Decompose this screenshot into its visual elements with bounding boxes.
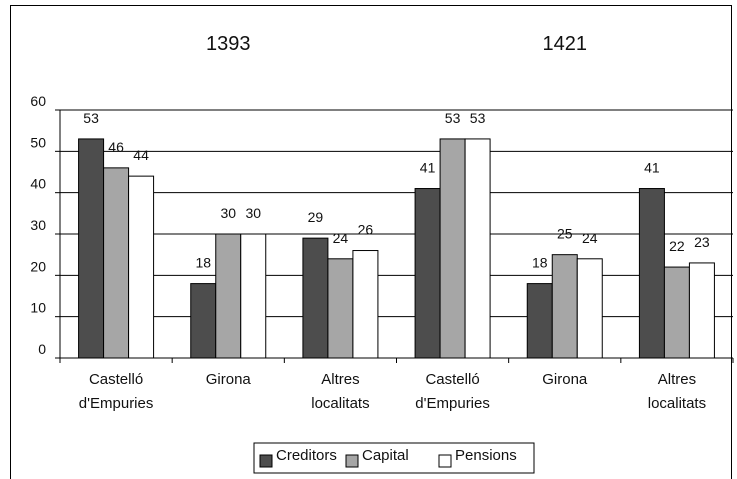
y-tick-label-20: 20 <box>30 258 46 274</box>
data-label-pensions-1: 30 <box>245 205 261 221</box>
bar-pensions-3 <box>464 138 491 359</box>
category-label-3-line-1: d'Empuries <box>415 395 490 412</box>
group-label-1421: 1421 <box>543 33 588 55</box>
category-label-3-line-0: Castelló <box>425 371 479 388</box>
bar-pensions-2 <box>352 250 379 359</box>
legend-label-creditors: Creditors <box>276 447 337 464</box>
bar-capital-0 <box>103 167 130 359</box>
category-label-5-line-0: Altres <box>658 371 696 388</box>
bar-creditors-2 <box>302 237 329 359</box>
data-label-creditors-1: 18 <box>195 255 211 271</box>
legend-swatch-capital <box>345 454 359 468</box>
bar-capital-2 <box>327 258 354 359</box>
legend-box <box>253 442 535 474</box>
legend-label-pensions: Pensions <box>455 447 517 464</box>
data-label-pensions-0: 44 <box>133 147 149 163</box>
bar-capital-1 <box>215 233 242 359</box>
bar-capital-3 <box>439 138 466 359</box>
category-label-2-line-1: localitats <box>311 395 369 412</box>
bar-pensions-0 <box>128 175 155 359</box>
data-label-capital-2: 24 <box>333 230 349 246</box>
data-label-creditors-3: 41 <box>420 160 436 176</box>
bar-capital-5 <box>663 266 690 359</box>
category-label-2-line-0: Altres <box>321 371 359 388</box>
legend-label-capital: Capital <box>362 447 409 464</box>
data-label-capital-4: 25 <box>557 226 573 242</box>
y-tick-label-50: 50 <box>30 134 46 150</box>
y-tick-label-30: 30 <box>30 217 46 233</box>
bar-pensions-5 <box>688 262 715 359</box>
group-label-1393: 1393 <box>206 33 251 55</box>
data-label-capital-1: 30 <box>220 205 236 221</box>
data-label-capital-0: 46 <box>108 139 124 155</box>
bar-creditors-0 <box>78 138 105 359</box>
y-tick-label-60: 60 <box>30 93 46 109</box>
bar-capital-4 <box>551 254 578 359</box>
category-label-1-line-0: Girona <box>206 371 252 388</box>
data-label-creditors-4: 18 <box>532 255 548 271</box>
category-label-5-line-1: localitats <box>648 395 706 412</box>
data-label-pensions-5: 23 <box>694 234 710 250</box>
y-tick-label-10: 10 <box>30 300 46 316</box>
data-label-creditors-2: 29 <box>308 209 324 225</box>
bar-pensions-4 <box>576 258 603 359</box>
chart-frame <box>10 5 732 479</box>
y-tick-label-0: 0 <box>38 341 46 357</box>
legend-swatch-creditors <box>259 454 273 468</box>
bar-creditors-3 <box>414 188 441 359</box>
data-label-pensions-3: 53 <box>470 110 486 126</box>
legend-swatch-pensions <box>438 454 452 468</box>
data-label-capital-5: 22 <box>669 238 685 254</box>
category-label-4-line-0: Girona <box>542 371 588 388</box>
data-label-creditors-0: 53 <box>83 110 99 126</box>
bar-pensions-1 <box>240 233 267 359</box>
data-label-pensions-2: 26 <box>358 222 374 238</box>
y-tick-label-40: 40 <box>30 176 46 192</box>
data-label-creditors-5: 41 <box>644 160 660 176</box>
data-label-pensions-4: 24 <box>582 230 598 246</box>
bar-creditors-1 <box>190 283 217 359</box>
data-label-capital-3: 53 <box>445 110 461 126</box>
bar-creditors-5 <box>638 188 665 359</box>
category-label-0-line-0: Castelló <box>89 371 143 388</box>
category-label-0-line-1: d'Empuries <box>79 395 154 412</box>
bar-creditors-4 <box>526 283 553 359</box>
